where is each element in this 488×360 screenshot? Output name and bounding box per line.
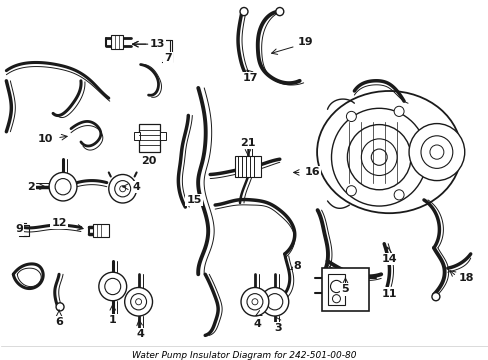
Circle shape bbox=[266, 294, 282, 310]
Circle shape bbox=[429, 145, 443, 159]
Text: 21: 21 bbox=[240, 138, 255, 148]
Text: 14: 14 bbox=[381, 254, 396, 264]
Text: 17: 17 bbox=[242, 73, 257, 83]
Circle shape bbox=[332, 294, 340, 303]
Circle shape bbox=[393, 190, 403, 200]
Circle shape bbox=[120, 186, 125, 192]
Circle shape bbox=[346, 111, 356, 122]
Text: 6: 6 bbox=[55, 317, 63, 327]
Circle shape bbox=[330, 280, 342, 293]
Circle shape bbox=[393, 106, 403, 116]
Text: 2: 2 bbox=[27, 182, 35, 192]
Text: 11: 11 bbox=[381, 288, 396, 298]
Circle shape bbox=[108, 175, 136, 203]
Circle shape bbox=[346, 186, 356, 196]
Circle shape bbox=[55, 179, 71, 195]
Circle shape bbox=[104, 278, 121, 294]
Text: 3: 3 bbox=[273, 323, 281, 333]
Circle shape bbox=[99, 272, 126, 301]
Circle shape bbox=[124, 288, 152, 316]
Text: 4: 4 bbox=[253, 319, 262, 329]
Text: 13: 13 bbox=[149, 39, 165, 49]
Circle shape bbox=[331, 108, 426, 206]
Text: 8: 8 bbox=[293, 261, 301, 271]
Circle shape bbox=[240, 8, 247, 15]
Bar bbox=[235, 156, 261, 176]
Circle shape bbox=[56, 303, 64, 311]
Circle shape bbox=[370, 149, 386, 165]
Circle shape bbox=[130, 294, 146, 310]
Text: 1: 1 bbox=[109, 315, 117, 325]
Circle shape bbox=[49, 172, 77, 201]
Text: 4: 4 bbox=[132, 182, 140, 192]
Circle shape bbox=[361, 139, 396, 176]
Text: 19: 19 bbox=[297, 37, 313, 47]
Circle shape bbox=[261, 288, 288, 316]
Bar bbox=[138, 123, 160, 152]
Text: 20: 20 bbox=[141, 156, 156, 166]
Circle shape bbox=[115, 181, 130, 197]
Circle shape bbox=[241, 288, 268, 316]
Text: 10: 10 bbox=[38, 134, 53, 144]
Text: 15: 15 bbox=[186, 195, 201, 205]
Bar bbox=[321, 268, 368, 311]
Text: 18: 18 bbox=[458, 273, 473, 283]
Circle shape bbox=[420, 136, 452, 168]
Ellipse shape bbox=[316, 91, 460, 213]
Bar bbox=[93, 224, 108, 237]
Circle shape bbox=[251, 299, 257, 305]
Circle shape bbox=[275, 8, 283, 15]
Circle shape bbox=[431, 293, 439, 301]
Bar bbox=[160, 132, 166, 140]
Circle shape bbox=[246, 294, 263, 310]
Text: 16: 16 bbox=[304, 167, 320, 177]
Circle shape bbox=[135, 299, 142, 305]
Text: 5: 5 bbox=[341, 284, 348, 294]
Bar bbox=[327, 274, 345, 305]
Text: 4: 4 bbox=[136, 329, 144, 339]
Text: 12: 12 bbox=[51, 219, 67, 228]
Text: Water Pump Insulator Diagram for 242-501-00-80: Water Pump Insulator Diagram for 242-501… bbox=[132, 351, 356, 360]
Text: 9: 9 bbox=[15, 225, 23, 234]
Circle shape bbox=[408, 123, 464, 181]
Bar bbox=[133, 132, 139, 140]
Text: 7: 7 bbox=[164, 53, 172, 63]
Bar bbox=[111, 35, 122, 49]
Circle shape bbox=[346, 125, 410, 190]
